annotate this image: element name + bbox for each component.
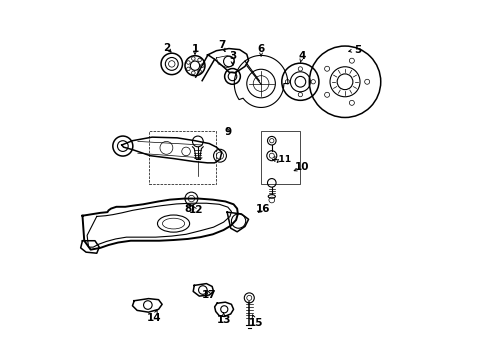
Text: 2: 2 bbox=[164, 43, 171, 53]
Text: 5: 5 bbox=[354, 45, 361, 55]
Bar bbox=[261, 131, 300, 184]
Text: 14: 14 bbox=[147, 312, 161, 323]
Text: 12: 12 bbox=[189, 205, 203, 215]
Text: 4: 4 bbox=[298, 51, 306, 61]
Text: 17: 17 bbox=[202, 290, 217, 300]
Text: 1: 1 bbox=[192, 44, 198, 54]
Text: 9: 9 bbox=[224, 127, 231, 137]
Text: 8: 8 bbox=[184, 203, 192, 213]
Text: 6: 6 bbox=[257, 44, 265, 54]
Text: 7: 7 bbox=[218, 40, 225, 50]
Text: 13: 13 bbox=[216, 315, 231, 325]
Bar bbox=[148, 131, 217, 184]
Text: 16: 16 bbox=[256, 204, 270, 214]
Text: 10: 10 bbox=[295, 162, 309, 172]
Text: +11: +11 bbox=[270, 155, 291, 164]
Text: 3: 3 bbox=[229, 51, 236, 61]
Text: 15: 15 bbox=[248, 318, 263, 328]
